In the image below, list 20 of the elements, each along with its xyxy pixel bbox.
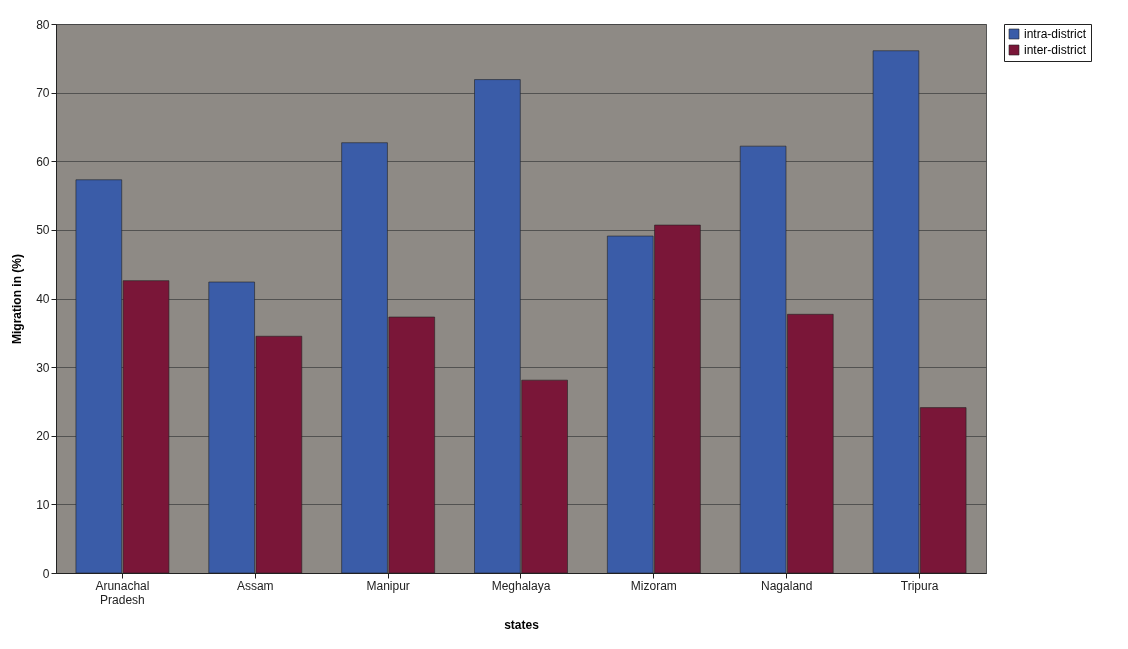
y-tick-label: 40	[36, 292, 50, 306]
y-tick-label: 70	[36, 86, 50, 101]
y-tick-label: 0	[42, 566, 50, 581]
y-tick-label: 60	[36, 154, 50, 169]
y-tick-label: 50	[36, 223, 50, 238]
x-tick-label: Tripura	[900, 578, 939, 593]
y-tick-label: 10	[36, 497, 50, 512]
legend-label: inter-district	[1024, 43, 1087, 57]
x-tick-label: Meghalaya	[491, 578, 551, 593]
y-tick-label: 30	[36, 360, 50, 375]
legend-label: intra-district	[1024, 27, 1087, 41]
y-tick-label: 20	[36, 429, 50, 444]
x-tick-label: Arunachal Pradesh	[95, 578, 150, 607]
x-tick-label: Assam	[236, 578, 274, 593]
x-axis-title: states	[504, 617, 540, 632]
y-tick-label: 80	[36, 17, 50, 32]
x-tick-label: Nagaland	[761, 578, 813, 593]
x-tick-label: Mizoram	[630, 578, 677, 593]
x-tick-label: Manipur	[366, 578, 410, 593]
y-axis-title: Migration in (%)	[10, 254, 25, 344]
